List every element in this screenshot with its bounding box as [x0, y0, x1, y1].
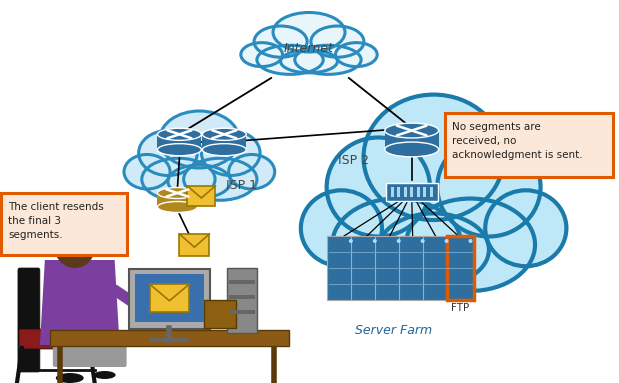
FancyBboxPatch shape — [444, 113, 613, 177]
Ellipse shape — [406, 198, 535, 291]
FancyBboxPatch shape — [385, 131, 439, 149]
FancyBboxPatch shape — [134, 274, 204, 322]
Ellipse shape — [184, 158, 257, 200]
Ellipse shape — [295, 45, 361, 74]
Ellipse shape — [257, 45, 323, 74]
Bar — [417, 187, 420, 197]
Bar — [229, 280, 255, 284]
Ellipse shape — [157, 188, 197, 198]
Bar — [404, 187, 407, 197]
Ellipse shape — [254, 26, 307, 57]
FancyBboxPatch shape — [18, 268, 40, 372]
Circle shape — [397, 239, 400, 243]
Ellipse shape — [56, 373, 84, 383]
Ellipse shape — [142, 158, 215, 200]
Ellipse shape — [363, 95, 504, 220]
FancyBboxPatch shape — [374, 236, 403, 300]
Text: FTP: FTP — [451, 303, 470, 313]
FancyBboxPatch shape — [19, 329, 96, 349]
Ellipse shape — [485, 190, 566, 266]
Text: Internet: Internet — [284, 41, 334, 54]
Ellipse shape — [378, 213, 489, 286]
Ellipse shape — [139, 131, 197, 175]
FancyBboxPatch shape — [157, 193, 197, 207]
Circle shape — [55, 228, 95, 268]
Text: Server Farm: Server Farm — [355, 324, 432, 337]
FancyBboxPatch shape — [399, 236, 426, 300]
Circle shape — [421, 239, 425, 243]
Ellipse shape — [301, 190, 382, 266]
Circle shape — [373, 239, 377, 243]
FancyBboxPatch shape — [351, 236, 379, 300]
Ellipse shape — [202, 128, 246, 140]
Circle shape — [349, 239, 353, 243]
FancyBboxPatch shape — [129, 269, 210, 329]
Ellipse shape — [437, 137, 540, 236]
Circle shape — [444, 239, 449, 243]
Ellipse shape — [385, 142, 439, 157]
Ellipse shape — [168, 165, 231, 198]
FancyBboxPatch shape — [150, 284, 189, 312]
FancyBboxPatch shape — [202, 134, 246, 150]
FancyBboxPatch shape — [423, 236, 451, 300]
Bar — [397, 187, 400, 197]
Ellipse shape — [202, 144, 246, 156]
Ellipse shape — [335, 43, 377, 67]
FancyBboxPatch shape — [227, 268, 257, 333]
Ellipse shape — [201, 131, 260, 175]
Circle shape — [469, 239, 472, 243]
Ellipse shape — [273, 13, 345, 52]
Bar — [229, 310, 255, 314]
Ellipse shape — [327, 137, 430, 236]
FancyBboxPatch shape — [157, 134, 201, 150]
Ellipse shape — [157, 128, 201, 140]
Text: No segments are
received, no
acknowledgment is sent.: No segments are received, no acknowledgm… — [451, 122, 582, 160]
Ellipse shape — [157, 144, 201, 156]
FancyBboxPatch shape — [1, 193, 127, 255]
Text: ISP 1: ISP 1 — [226, 178, 257, 192]
Bar — [423, 187, 426, 197]
Ellipse shape — [55, 226, 95, 242]
Ellipse shape — [228, 154, 275, 189]
FancyBboxPatch shape — [180, 234, 209, 256]
Polygon shape — [40, 260, 119, 345]
Ellipse shape — [311, 26, 364, 57]
Ellipse shape — [332, 198, 461, 291]
Bar — [391, 187, 394, 197]
Ellipse shape — [93, 371, 116, 379]
Ellipse shape — [124, 154, 170, 189]
Bar — [229, 295, 255, 299]
FancyBboxPatch shape — [446, 236, 475, 300]
Ellipse shape — [160, 111, 239, 168]
Bar — [410, 187, 413, 197]
FancyBboxPatch shape — [53, 338, 127, 367]
Ellipse shape — [280, 50, 337, 73]
Ellipse shape — [385, 123, 439, 138]
Ellipse shape — [157, 201, 197, 213]
Ellipse shape — [241, 43, 282, 67]
Text: ISP 2: ISP 2 — [339, 154, 370, 167]
FancyBboxPatch shape — [50, 330, 289, 346]
Bar — [430, 187, 433, 197]
FancyBboxPatch shape — [188, 186, 215, 206]
FancyBboxPatch shape — [327, 236, 355, 300]
FancyBboxPatch shape — [386, 183, 438, 201]
Text: The client resends
the final 3
segments.: The client resends the final 3 segments. — [8, 202, 104, 240]
FancyBboxPatch shape — [204, 300, 236, 328]
